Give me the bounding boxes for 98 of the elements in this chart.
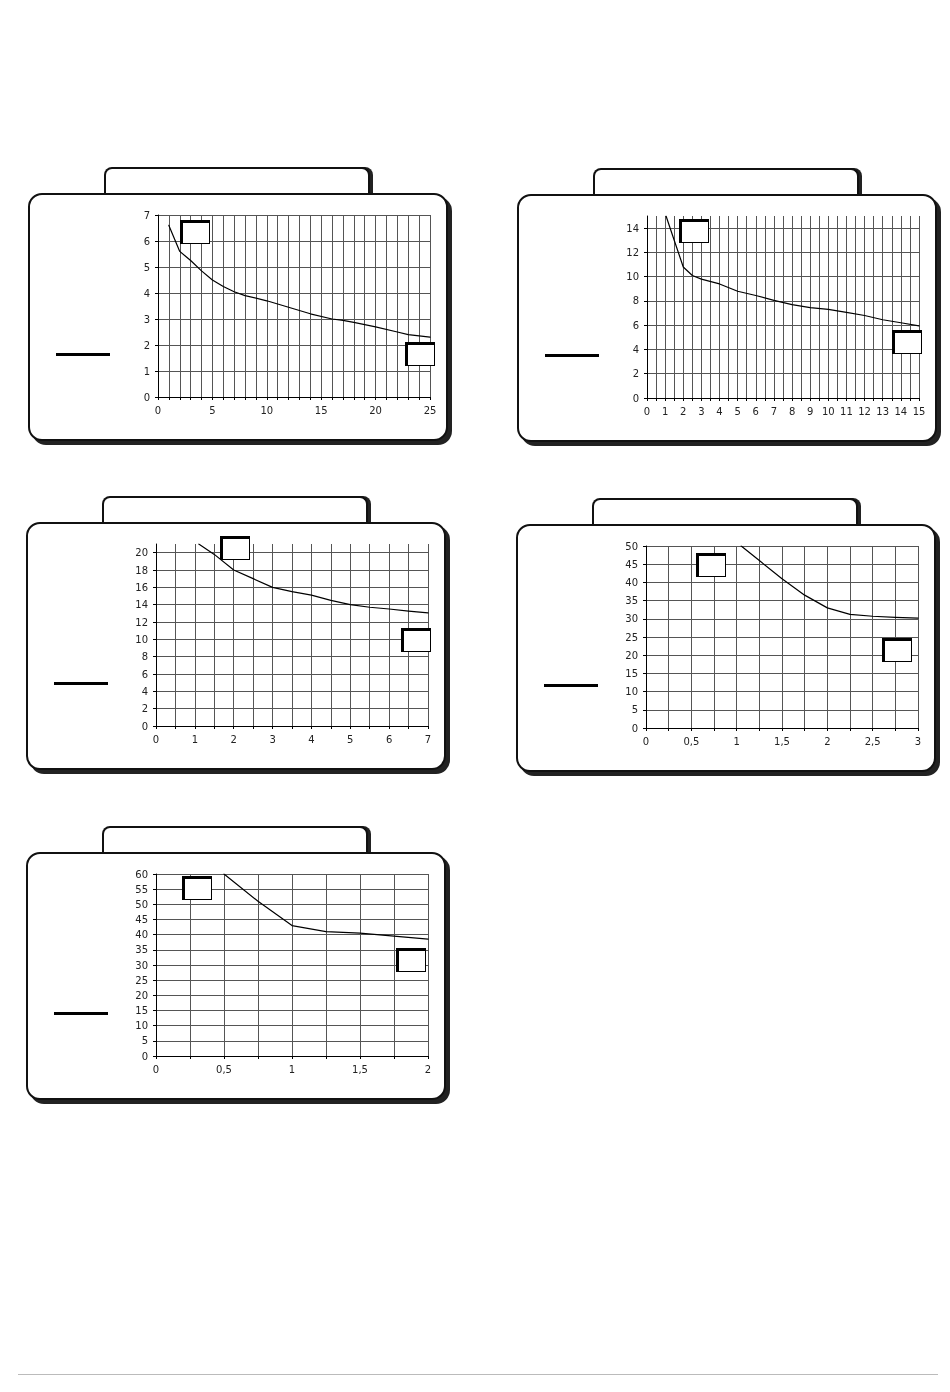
y-tick-label: 10 (626, 271, 639, 283)
y-tick-label: 4 (143, 287, 150, 299)
y-tick-label: 45 (135, 914, 148, 925)
x-tick-label: 3 (269, 733, 276, 745)
y-tick-label: 20 (135, 989, 148, 1001)
x-tick-label: 15 (314, 404, 328, 416)
y-tick-label: 45 (625, 558, 638, 570)
y-tick-label: 4 (632, 343, 639, 355)
x-tick-label: 3 (698, 405, 705, 417)
y-tick-label: 55 (135, 883, 148, 895)
x-tick-label: 1 (288, 1063, 296, 1075)
y-tick-label: 25 (625, 631, 638, 643)
x-tick-label: 5 (209, 404, 216, 416)
x-tick-label: 2 (824, 735, 831, 747)
y-tick-label: 20 (625, 649, 638, 661)
x-tick-label: 2 (230, 733, 237, 745)
x-tick-label: 2 (424, 1063, 432, 1075)
y-tick-label: 8 (632, 295, 639, 307)
x-tick-label: 6 (385, 733, 393, 745)
y-tick-label: 10 (135, 1020, 148, 1032)
x-tick-label: 11 (840, 405, 853, 417)
x-tick-label: 20 (369, 404, 382, 416)
x-tick-label: 12 (858, 405, 871, 417)
x-tick-label: 0,5 (216, 1063, 232, 1075)
x-tick-label: 1 (661, 405, 669, 417)
x-tick-label: 0 (152, 1063, 160, 1075)
line-series (198, 543, 429, 614)
y-tick-label: 0 (141, 1050, 148, 1062)
x-tick-label: 9 (807, 405, 814, 417)
x-tick-label: 2 (680, 405, 687, 417)
y-tick-label: 3 (143, 313, 150, 325)
y-tick-label: 0 (632, 392, 639, 404)
y-tick-label: 12 (135, 616, 148, 628)
y-tick-label: 0 (143, 391, 150, 403)
x-tick-label: 0,5 (683, 735, 700, 747)
x-tick-label: 8 (788, 405, 796, 417)
y-tick-label: 8 (141, 651, 148, 663)
y-tick-label: 5 (141, 1035, 148, 1047)
y-tick-label: 5 (143, 261, 150, 273)
x-tick-label: 25 (423, 404, 437, 416)
line-series (223, 873, 429, 940)
x-tick-label: 14 (894, 405, 908, 417)
y-tick-label: 4 (141, 685, 148, 697)
y-tick-label: 40 (135, 929, 148, 941)
y-tick-label: 10 (135, 633, 148, 645)
y-tick-label: 2 (632, 368, 639, 380)
y-tick-label: 14 (135, 599, 148, 611)
x-tick-label: 13 (876, 405, 890, 417)
y-tick-label: 14 (626, 222, 639, 234)
y-tick-label: 6 (632, 319, 639, 331)
y-tick-label: 6 (141, 668, 148, 680)
x-tick-label: 15 (912, 405, 926, 417)
x-tick-label: 1 (191, 733, 199, 745)
y-tick-label: 30 (135, 959, 148, 971)
y-tick-label: 30 (625, 613, 638, 625)
x-tick-label: 1 (733, 735, 740, 747)
y-tick-label: 1 (143, 365, 150, 377)
x-tick-label: 0 (154, 404, 162, 416)
x-tick-label: 4 (308, 733, 315, 745)
x-tick-label: 7 (770, 405, 778, 417)
y-tick-label: 5 (631, 704, 638, 716)
y-tick-label: 16 (135, 581, 148, 593)
line-series (665, 215, 920, 327)
x-tick-label: 0 (152, 733, 160, 745)
y-tick-label: 0 (141, 720, 148, 732)
y-tick-label: 2 (143, 339, 150, 351)
y-tick-label: 0 (631, 722, 638, 734)
x-tick-label: 0 (643, 405, 651, 417)
y-tick-label: 6 (143, 235, 150, 247)
x-tick-label: 6 (752, 405, 759, 417)
y-tick-label: 35 (625, 595, 638, 607)
x-tick-label: 2,5 (864, 735, 881, 747)
x-tick-label: 10 (260, 404, 274, 416)
y-tick-label: 15 (135, 1005, 148, 1016)
x-tick-label: 7 (424, 733, 432, 745)
x-tick-label: 1,5 (352, 1063, 368, 1075)
x-tick-label: 3 (914, 735, 922, 747)
x-tick-label: 5 (734, 405, 741, 417)
y-tick-label: 60 (135, 868, 148, 880)
y-tick-label: 18 (135, 564, 148, 576)
line-series (168, 224, 431, 338)
y-tick-label: 15 (625, 667, 638, 679)
y-tick-label: 10 (625, 686, 638, 698)
y-tick-label: 25 (135, 974, 148, 986)
x-tick-label: 1,5 (774, 735, 790, 747)
x-tick-label: 10 (821, 405, 835, 417)
y-tick-label: 7 (143, 209, 150, 221)
y-tick-label: 20 (135, 547, 148, 559)
y-tick-label: 50 (625, 540, 638, 552)
y-tick-label: 50 (135, 898, 148, 910)
y-tick-label: 2 (141, 703, 148, 715)
y-tick-label: 35 (135, 944, 148, 956)
x-tick-label: 4 (716, 405, 723, 417)
line-series (740, 545, 919, 619)
y-tick-label: 40 (625, 576, 638, 588)
x-tick-label: 5 (347, 733, 354, 745)
y-tick-label: 12 (626, 246, 639, 258)
x-tick-label: 0 (642, 735, 650, 747)
